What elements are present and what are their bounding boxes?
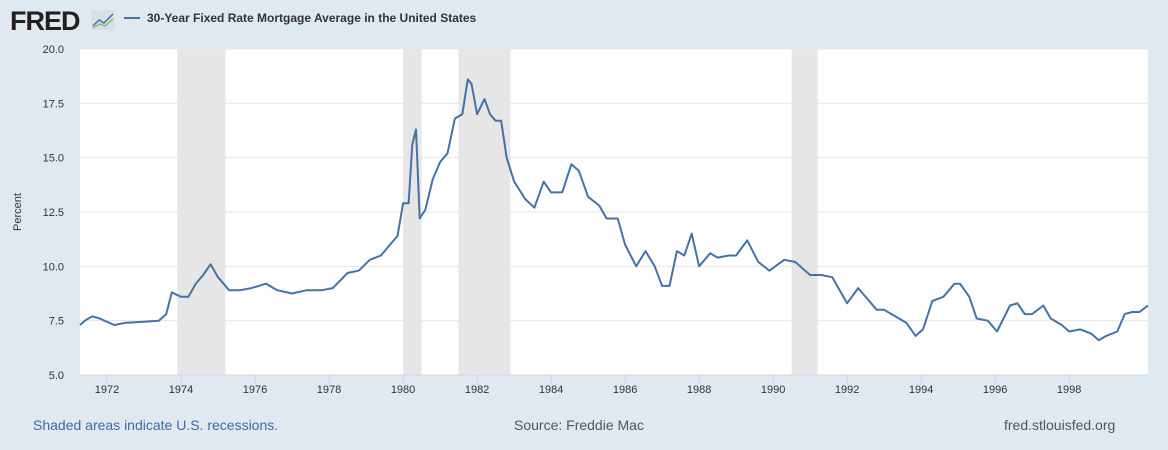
y-axis-label: Percent xyxy=(12,193,24,231)
x-tick-label: 1996 xyxy=(983,384,1007,396)
chart-legend: 30-Year Fixed Rate Mortgage Average in t… xyxy=(124,11,476,25)
x-tick-label: 1998 xyxy=(1057,384,1081,396)
y-tick-label: 15.0 xyxy=(43,153,64,165)
x-tick-label: 1992 xyxy=(835,384,859,396)
legend-line-swatch xyxy=(124,17,140,19)
x-tick-label: 1974 xyxy=(169,384,193,396)
x-tick-label: 1984 xyxy=(539,384,563,396)
x-tick-label: 1978 xyxy=(317,384,341,396)
site-link[interactable]: fred.stlouisfed.org xyxy=(1004,417,1116,433)
y-tick-label: 10.0 xyxy=(43,261,64,273)
y-tick-label: 12.5 xyxy=(43,207,64,219)
series-title: 30-Year Fixed Rate Mortgage Average in t… xyxy=(147,11,477,25)
y-tick-label: 17.5 xyxy=(43,98,64,110)
x-tick-label: 1988 xyxy=(687,384,711,396)
y-tick-label: 5.0 xyxy=(49,370,64,382)
recession-note[interactable]: Shaded areas indicate U.S. recessions. xyxy=(33,417,279,433)
x-tick-label: 1972 xyxy=(95,384,119,396)
x-tick-label: 1986 xyxy=(613,384,637,396)
x-tick-label: 1990 xyxy=(761,384,785,396)
chart-svg: 5.0 7.5 10.0 12.5 15.0 17.5 20.0 1972 1974 1976 19… xyxy=(12,44,1149,396)
x-tick-label: 1976 xyxy=(243,384,267,396)
fred-logo[interactable]: FRED xyxy=(10,6,80,36)
x-tick-label: 1994 xyxy=(909,384,933,396)
source-text: Source: Freddie Mac xyxy=(514,417,644,433)
y-tick-label: 7.5 xyxy=(49,316,64,328)
x-tick-label: 1980 xyxy=(391,384,415,396)
y-tick-label: 20.0 xyxy=(43,44,64,56)
series-line xyxy=(79,78,1149,342)
x-tick-label: 1982 xyxy=(465,384,489,396)
chart-trend-icon xyxy=(91,10,115,30)
